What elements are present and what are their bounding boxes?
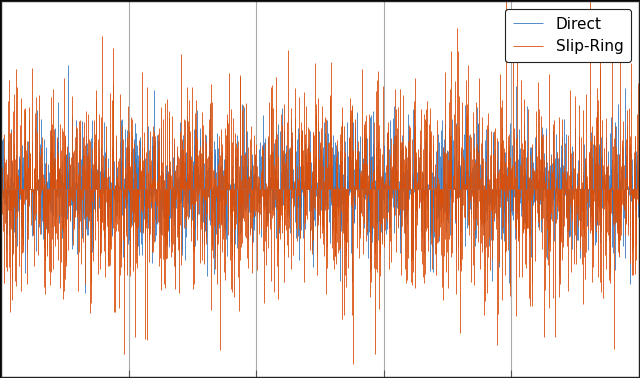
Legend: Direct, Slip-Ring: Direct, Slip-Ring [505, 9, 631, 62]
